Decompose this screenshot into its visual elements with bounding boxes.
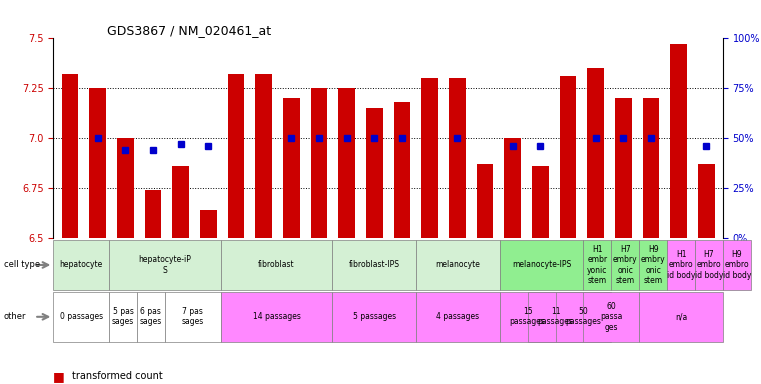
Bar [559, 76, 576, 238]
Bar [670, 45, 687, 238]
Bar [310, 88, 327, 238]
Text: cell type: cell type [4, 260, 40, 270]
Bar [587, 68, 604, 238]
Text: other: other [4, 312, 27, 321]
Text: H9
embry
onic
stem: H9 embry onic stem [641, 245, 666, 285]
Text: 5 passages: 5 passages [352, 312, 396, 321]
Bar [422, 78, 438, 238]
Text: 4 passages: 4 passages [436, 312, 479, 321]
Text: 6 pas
sages: 6 pas sages [140, 307, 162, 326]
Text: ■: ■ [53, 370, 65, 383]
Text: hepatocyte: hepatocyte [59, 260, 103, 270]
Text: melanocyte-IPS: melanocyte-IPS [512, 260, 572, 270]
Bar [339, 88, 355, 238]
Text: 50
passages: 50 passages [565, 307, 601, 326]
Bar [449, 78, 466, 238]
Text: GDS3867 / NM_020461_at: GDS3867 / NM_020461_at [107, 24, 271, 37]
Bar [643, 98, 659, 238]
Bar [117, 138, 133, 238]
Bar [698, 164, 715, 238]
Bar [89, 88, 106, 238]
Bar [476, 164, 493, 238]
Bar [172, 166, 189, 238]
Text: transformed count: transformed count [72, 371, 163, 381]
Text: 5 pas
sages: 5 pas sages [112, 307, 134, 326]
Text: 14 passages: 14 passages [253, 312, 301, 321]
Text: H1
embr
yonic
stem: H1 embr yonic stem [587, 245, 607, 285]
Text: H7
embry
onic
stem: H7 embry onic stem [613, 245, 638, 285]
Text: H1
embro
id body: H1 embro id body [667, 250, 696, 280]
Bar [366, 108, 383, 238]
Text: melanocyte: melanocyte [435, 260, 480, 270]
Text: n/a: n/a [675, 312, 687, 321]
Bar [62, 74, 78, 238]
Bar [393, 102, 410, 238]
Text: fibroblast-IPS: fibroblast-IPS [349, 260, 400, 270]
Text: H9
embro
id body: H9 embro id body [723, 250, 751, 280]
Bar [505, 138, 521, 238]
Text: 60
passa
ges: 60 passa ges [600, 302, 622, 332]
Bar [200, 210, 217, 238]
Bar [228, 74, 244, 238]
Text: 15
passages: 15 passages [510, 307, 546, 326]
Bar [615, 98, 632, 238]
Bar [283, 98, 300, 238]
Text: 0 passages: 0 passages [59, 312, 103, 321]
Text: 11
passages: 11 passages [537, 307, 574, 326]
Text: H7
embro
id body: H7 embro id body [695, 250, 723, 280]
Bar [255, 74, 272, 238]
Text: 7 pas
sages: 7 pas sages [182, 307, 204, 326]
Text: hepatocyte-iP
S: hepatocyte-iP S [139, 255, 191, 275]
Text: fibroblast: fibroblast [258, 260, 295, 270]
Bar [145, 190, 161, 238]
Bar [532, 166, 549, 238]
